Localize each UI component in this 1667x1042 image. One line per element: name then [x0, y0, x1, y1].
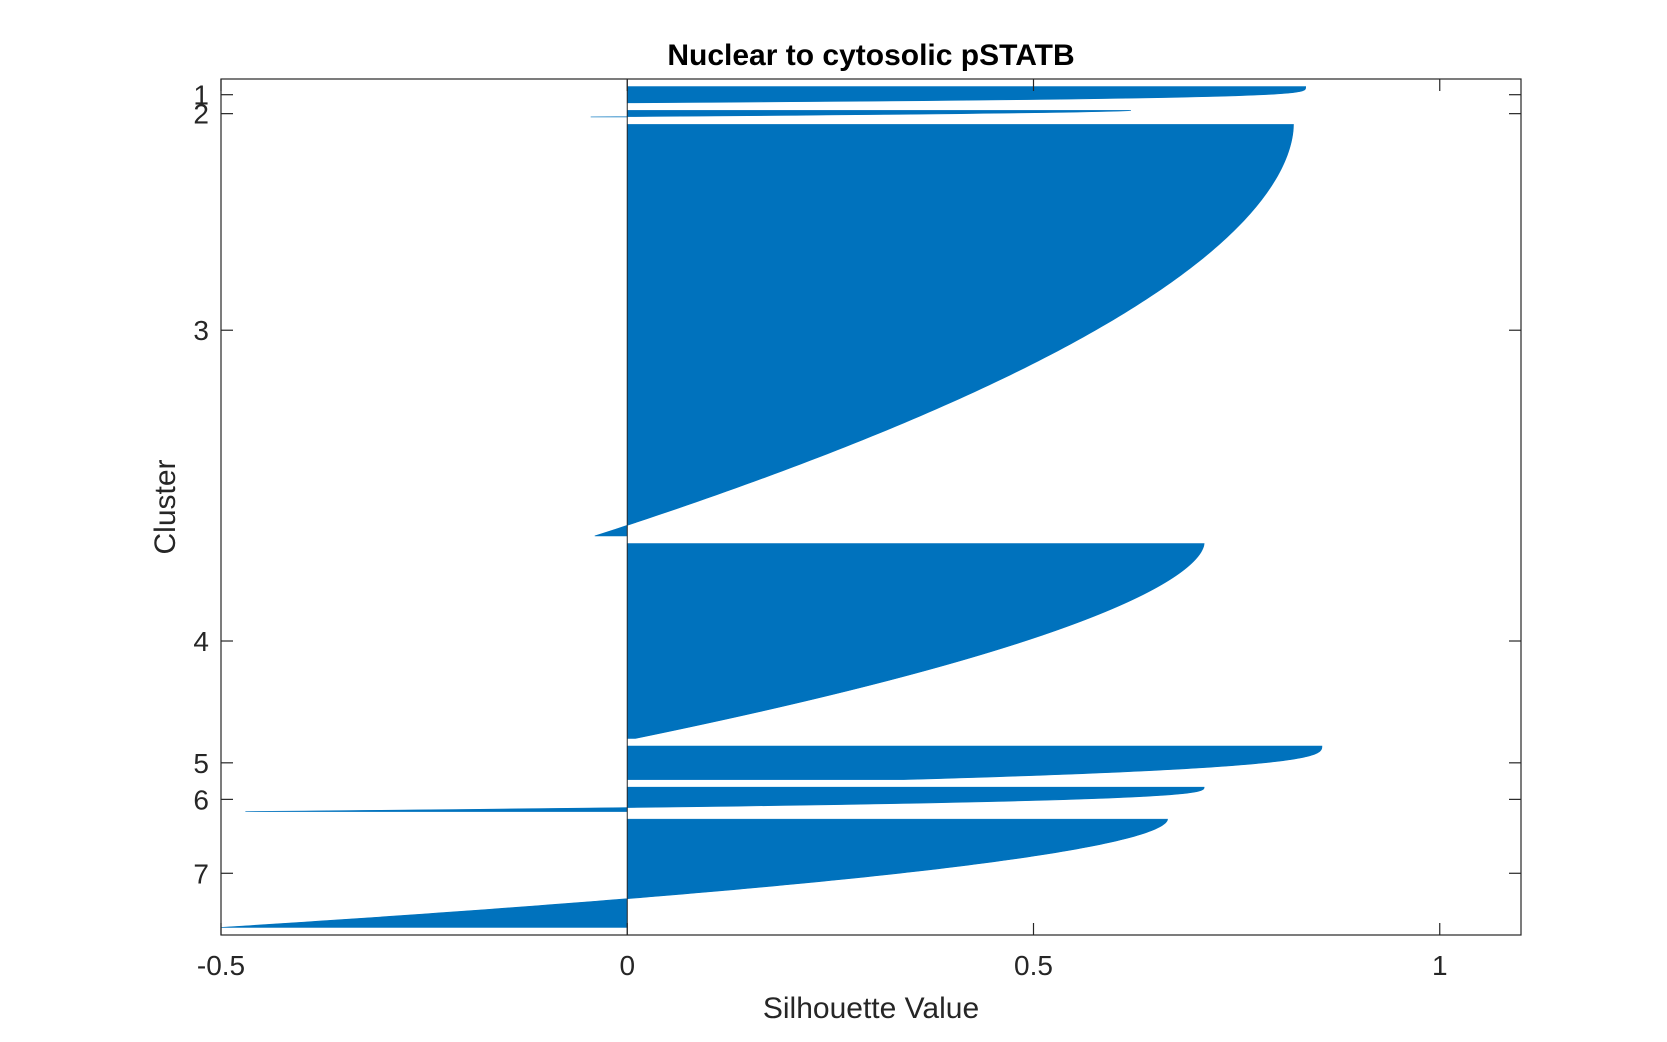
y-tick-label-6: 6 — [193, 784, 209, 815]
x-tick-label-3: 1 — [1432, 950, 1448, 981]
x-tick-label-1: 0 — [619, 950, 635, 981]
ticks-layer — [220, 79, 1521, 935]
silhouette-bars-cluster-5 — [626, 745, 1323, 780]
y-tick-label-7: 7 — [193, 858, 209, 889]
y-tick-label-3: 3 — [193, 315, 209, 346]
silhouette-bars-cluster-7 — [220, 818, 1168, 928]
y-tick-label-5: 5 — [193, 748, 209, 779]
silhouette-bars-cluster-6 — [245, 786, 1205, 812]
x-axis-label: Silhouette Value — [763, 992, 979, 1025]
y-tick-label-1: 1 — [193, 80, 209, 111]
y-tick-label-2: 2 — [193, 99, 209, 130]
x-tick-label-2: 0.5 — [1014, 950, 1053, 981]
y-axis-label: Cluster — [149, 459, 182, 554]
silhouette-bars-cluster-3 — [594, 124, 1294, 537]
x-tick-label-0: -0.5 — [197, 950, 245, 981]
silhouette-bars-cluster-1 — [626, 86, 1306, 104]
silhouette-bars-cluster-2 — [590, 110, 1132, 118]
bars-layer — [220, 86, 1323, 928]
plot-frame — [220, 78, 1522, 936]
y-tick-label-4: 4 — [193, 626, 209, 657]
silhouette-bars-cluster-4 — [626, 543, 1205, 739]
chart-title: Nuclear to cytosolic pSTATB — [667, 39, 1074, 72]
